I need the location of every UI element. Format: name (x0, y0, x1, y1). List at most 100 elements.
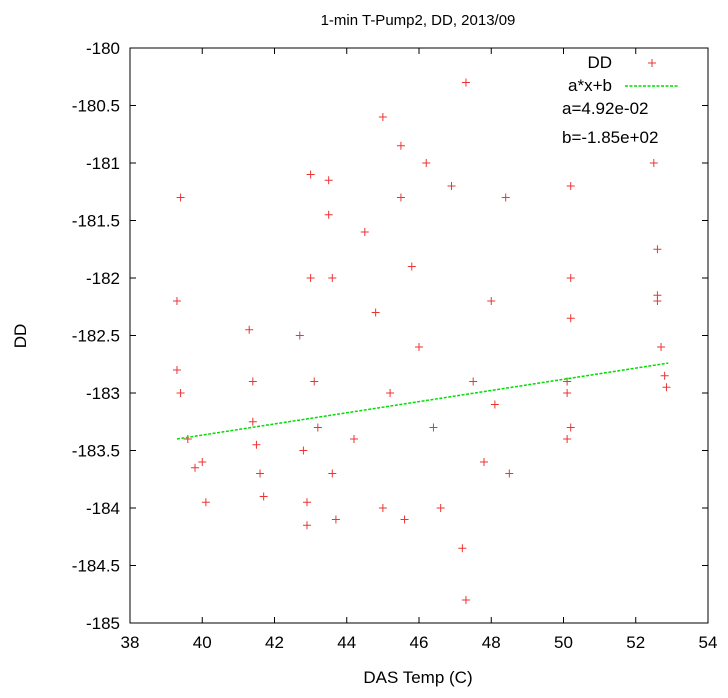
axis-ticks: 38 40 42 44 46 48 50 52 54 -185 -184.5 -184 -183.5 -1… (72, 39, 718, 652)
y-tick-label: -185 (86, 614, 120, 633)
data-point (191, 463, 200, 472)
data-point (295, 331, 304, 340)
annotation-a: a=4.92e-02 (562, 99, 649, 118)
data-point (299, 446, 308, 455)
y-tick-label: -181 (86, 154, 120, 173)
x-tick-label: 50 (554, 633, 573, 652)
fit-line-group (176, 362, 669, 440)
data-point (245, 325, 254, 334)
data-point (566, 182, 575, 190)
data-point (324, 176, 333, 185)
data-point (306, 274, 315, 282)
data-point (303, 498, 312, 507)
data-point (386, 389, 395, 397)
data-point (172, 297, 181, 305)
data-point (563, 389, 572, 397)
data-point (662, 383, 671, 392)
data-point (436, 504, 445, 512)
legend-marker-dd (648, 59, 656, 67)
data-point (653, 245, 662, 254)
data-point (303, 521, 312, 530)
data-point (248, 417, 257, 426)
data-point (248, 377, 257, 386)
legend-plus-mark (648, 59, 656, 67)
legend-label-fit: a*x+b (568, 76, 612, 95)
y-tick-label: -182 (86, 269, 120, 288)
data-point (201, 498, 210, 507)
data-point (563, 377, 572, 386)
data-point (396, 141, 405, 150)
data-point (360, 228, 369, 236)
y-tick-label: -183 (86, 384, 120, 403)
data-point (306, 170, 315, 179)
y-tick-label: -184 (86, 499, 120, 518)
x-tick-label: 52 (626, 633, 645, 652)
data-point (198, 458, 207, 466)
data-point (328, 274, 337, 282)
data-point (487, 297, 496, 305)
data-point (396, 193, 405, 202)
chart-title: 1-min T-Pump2, DD, 2013/09 (321, 12, 516, 29)
data-point (259, 492, 268, 501)
data-point (563, 435, 572, 443)
data-point (256, 469, 265, 478)
data-point (378, 113, 387, 121)
x-tick-label: 44 (337, 633, 356, 652)
data-point (407, 262, 416, 271)
data-point (490, 400, 499, 409)
data-point (501, 193, 510, 202)
scatter-points (172, 78, 671, 604)
data-point (331, 515, 340, 524)
x-tick-label: 54 (699, 633, 718, 652)
x-tick-label: 40 (193, 633, 212, 652)
data-point (461, 78, 470, 87)
data-point (469, 377, 478, 386)
x-tick-label: 48 (482, 633, 501, 652)
y-tick-label: -183.5 (72, 442, 120, 461)
legend: DD a*x+b a=4.92e-02 b=-1.85e+02 (562, 53, 679, 147)
annotation-b: b=-1.85e+02 (562, 128, 658, 147)
data-point (566, 423, 575, 432)
data-point (349, 435, 358, 443)
data-point (653, 297, 662, 305)
data-point (378, 504, 387, 512)
data-point (422, 159, 431, 167)
x-axis-label: DAS Temp (C) (363, 668, 472, 687)
x-tick-label: 38 (121, 633, 140, 652)
data-point (461, 596, 470, 604)
legend-label-dd: DD (587, 53, 612, 72)
x-tick-label: 42 (265, 633, 284, 652)
data-point (176, 193, 185, 202)
y-axis-label: DD (11, 324, 30, 349)
data-point (324, 210, 333, 219)
x-tick-label: 46 (410, 633, 429, 652)
data-point (429, 423, 438, 432)
y-tick-label: -180 (86, 39, 120, 58)
data-point (566, 314, 575, 323)
y-tick-label: -182.5 (72, 327, 120, 346)
y-tick-label: -184.5 (72, 557, 120, 576)
fit-line (176, 362, 669, 440)
data-point (183, 435, 192, 443)
data-point (458, 544, 467, 553)
y-tick-label: -180.5 (72, 97, 120, 116)
data-point (480, 458, 489, 466)
data-point (313, 423, 322, 432)
data-point (328, 469, 337, 478)
data-point (310, 377, 319, 386)
data-point (447, 182, 456, 190)
data-point (172, 366, 181, 374)
data-point (252, 440, 261, 449)
data-point (371, 308, 380, 317)
plot-frame (129, 47, 709, 624)
data-point (657, 343, 666, 351)
data-point (660, 371, 669, 380)
data-point (505, 469, 514, 478)
data-point (400, 515, 409, 524)
data-point (415, 343, 423, 351)
y-tick-label: -181.5 (72, 212, 120, 231)
data-point (566, 274, 575, 282)
data-point (649, 159, 658, 167)
data-point (176, 389, 185, 397)
